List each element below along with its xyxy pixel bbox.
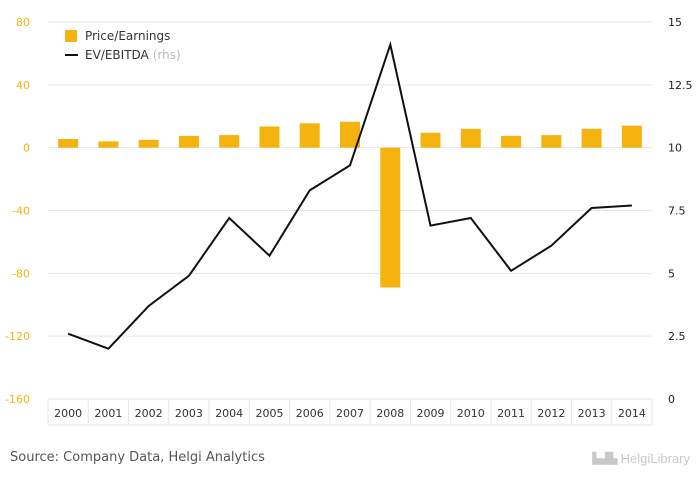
left-tick-label: 40: [16, 79, 30, 92]
bar-2008: [380, 147, 401, 288]
left-tick-label: 0: [23, 142, 30, 155]
helgi-library-logo: ▙▟▙ HelgiLibrary: [592, 451, 690, 466]
grid: [47, 21, 653, 426]
source-note: Source: Company Data, Helgi Analytics: [10, 450, 265, 465]
x-tick-label: 2014: [618, 407, 646, 420]
x-tick-label: 2004: [215, 407, 243, 420]
chart-canvas: 80 40 0 -40 -80 -120 -160 15 12.5 10 7.5 5 2.5 0 200…: [5, 16, 693, 426]
right-tick-label: 10: [668, 142, 682, 155]
x-tick-label: 2007: [336, 407, 364, 420]
city-skyline-icon: ▙▟▙: [592, 453, 618, 465]
bar-2013: [581, 128, 602, 148]
x-tick-label: 2013: [578, 407, 606, 420]
legend: Price/Earnings EV/EBITDA (rhs): [65, 29, 181, 62]
left-tick-label: -160: [5, 393, 30, 406]
x-tick-label: 2008: [376, 407, 404, 420]
bar-2000: [58, 139, 79, 148]
bar-2007: [340, 121, 360, 148]
legend-label-ev-ebitda: EV/EBITDA (rhs): [85, 48, 181, 62]
bar-2012: [541, 135, 562, 148]
left-axis: 80 40 0 -40 -80 -120 -160: [5, 16, 30, 406]
left-tick-label: -120: [5, 330, 30, 343]
bar-2001: [98, 141, 119, 148]
bar-2002: [138, 139, 159, 148]
bar-2010: [460, 128, 481, 148]
x-tick-label: 2003: [175, 407, 203, 420]
x-tick-label: 2011: [497, 407, 525, 420]
right-tick-label: 7.5: [668, 205, 686, 218]
x-tick-label: 2002: [135, 407, 163, 420]
bar-2009: [420, 132, 441, 148]
x-tick-label: 2000: [54, 407, 82, 420]
left-tick-label: -40: [12, 205, 30, 218]
x-tick-label: 2009: [417, 407, 445, 420]
right-axis: 15 12.5 10 7.5 5 2.5 0: [668, 16, 693, 406]
bar-2011: [501, 135, 522, 148]
right-tick-label: 12.5: [668, 79, 693, 92]
right-tick-label: 0: [668, 393, 675, 406]
bar-2006: [299, 123, 320, 148]
x-tick-label: 2010: [457, 407, 485, 420]
right-tick-label: 15: [668, 16, 682, 29]
legend-label-ev-ebitda-name: EV/EBITDA: [85, 48, 150, 62]
left-tick-label: -80: [12, 267, 30, 280]
right-tick-label: 5: [668, 267, 675, 280]
right-tick-label: 2.5: [668, 330, 686, 343]
legend-swatch-price-earnings: [65, 30, 77, 42]
ev-ebitda-line: [67, 40, 632, 350]
brand-name: HelgiLibrary: [620, 451, 690, 466]
left-tick-label: 80: [16, 16, 30, 29]
x-tick-label: 2012: [537, 407, 565, 420]
bar-2014: [621, 125, 642, 148]
x-tick-label: 2001: [94, 407, 122, 420]
bar-series: [58, 121, 642, 288]
bar-2004: [219, 135, 240, 148]
legend-label-rhs: (rhs): [153, 48, 181, 62]
bar-2003: [178, 135, 199, 148]
bar-2005: [259, 126, 280, 148]
x-tick-label: 2005: [255, 407, 283, 420]
legend-label-price-earnings: Price/Earnings: [85, 29, 170, 43]
x-axis: 2000 2001 2002 2003 2004 2005 2006 2007 2008 2009…: [54, 407, 646, 420]
x-tick-label: 2006: [296, 407, 324, 420]
